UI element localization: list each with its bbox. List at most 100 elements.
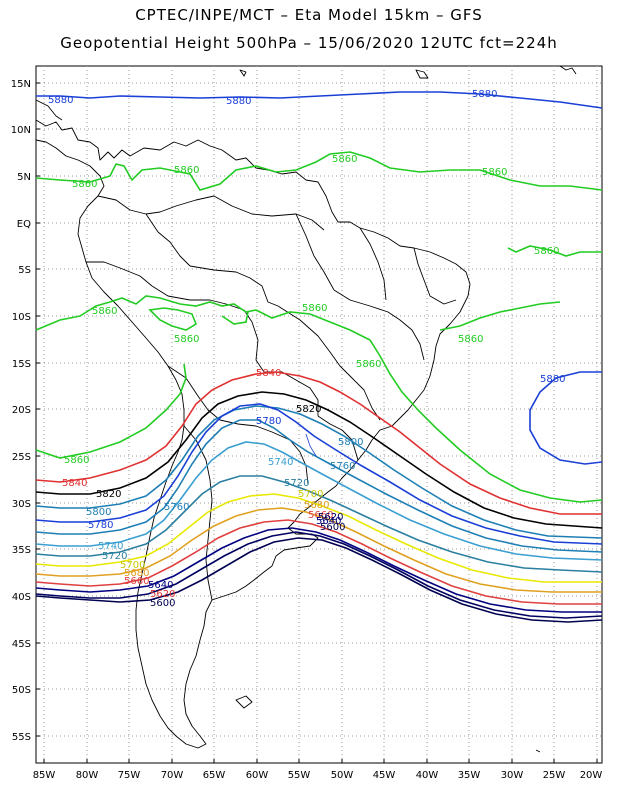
contour-label: 5860 xyxy=(64,455,89,466)
contour-label: 5620 xyxy=(150,589,175,600)
contour-label: 5660 xyxy=(124,576,149,587)
contour-5880-north xyxy=(36,91,603,109)
contour-label: 5860 xyxy=(174,334,199,345)
lat-label: 35S xyxy=(12,545,31,556)
map-subtitle: Geopotential Height 500hPa – 15/06/2020 … xyxy=(60,34,558,52)
contour-label: 5780 xyxy=(88,520,113,531)
contour-5860-main xyxy=(35,363,187,459)
lon-label: 25W xyxy=(543,770,566,781)
contour-5640 xyxy=(35,527,602,613)
contour-lines xyxy=(35,91,603,623)
lat-label: EQ xyxy=(17,219,31,230)
contour-label: 5880 xyxy=(540,374,565,385)
contour-5860-loop xyxy=(148,307,197,331)
contour-5860-east xyxy=(507,245,602,257)
contour-5860-north xyxy=(35,151,603,191)
contour-label: 5800 xyxy=(338,437,363,448)
contour-5600 xyxy=(35,537,603,623)
contour-label: 5860 xyxy=(72,179,97,190)
lon-label: 30W xyxy=(501,770,524,781)
lat-label: 40S xyxy=(12,592,31,603)
lat-label: 10N xyxy=(11,125,31,136)
contour-label: 5880 xyxy=(226,96,251,107)
contour-label-group: 5880 5880 5880 5860 5860 5860 5860 5860 … xyxy=(48,89,565,609)
lat-label: 45S xyxy=(12,639,31,650)
contour-5700 xyxy=(35,493,602,583)
contour-label: 5800 xyxy=(86,507,111,518)
contour-label: 5740 xyxy=(268,457,293,468)
contour-label: 5860 xyxy=(92,306,117,317)
contour-label: 5860 xyxy=(174,165,199,176)
lon-label: 55W xyxy=(288,770,311,781)
longitude-labels: 85W 80W 75W 70W 65W 60W 55W 50W 45W 40W … xyxy=(33,770,603,781)
lat-label: 55S xyxy=(12,732,31,743)
contour-label: 5720 xyxy=(284,478,309,489)
lat-label: 5S xyxy=(18,265,31,276)
lon-label: 80W xyxy=(76,770,99,781)
lon-label: 85W xyxy=(33,770,56,781)
contour-label: 5680 xyxy=(304,500,329,511)
lat-label: 50S xyxy=(12,685,31,696)
latitude-labels: 15N 10N 5N EQ 5S 10S 15S 20S 25S 30S 35S… xyxy=(11,79,31,743)
contour-label: 5860 xyxy=(458,334,483,345)
lon-label: 75W xyxy=(118,770,141,781)
contour-5860-south xyxy=(435,427,603,503)
contour-label: 5820 xyxy=(96,489,121,500)
contour-5720 xyxy=(35,475,603,573)
contour-label: 5640 xyxy=(316,516,341,527)
lon-label: 60W xyxy=(246,770,269,781)
map-frame xyxy=(35,65,603,764)
contour-5800 xyxy=(35,405,603,539)
contour-label: 5720 xyxy=(102,551,127,562)
contour-5880-east xyxy=(529,371,603,465)
lat-label: 15N xyxy=(11,79,31,90)
contour-label: 5600 xyxy=(320,522,345,533)
lat-label: 15S xyxy=(12,359,31,370)
contour-label: 5860 xyxy=(482,167,507,178)
lat-label: 30S xyxy=(12,499,31,510)
lon-label: 65W xyxy=(203,770,226,781)
contour-label: 5860 xyxy=(302,303,327,314)
contour-label: 5660 xyxy=(308,510,333,521)
contour-label: 5760 xyxy=(330,461,355,472)
contour-label: 5840 xyxy=(62,478,87,489)
contour-label: 5700 xyxy=(120,560,145,571)
contour-label: 5640 xyxy=(148,580,173,591)
contour-label: 5760 xyxy=(164,502,189,513)
lat-label: 10S xyxy=(12,312,31,323)
contour-5860-mid xyxy=(35,295,437,429)
lon-label: 40W xyxy=(416,770,439,781)
contour-5740 xyxy=(35,441,603,561)
lon-label: 45W xyxy=(373,770,396,781)
lat-label: 20S xyxy=(12,405,31,416)
contour-5760 xyxy=(35,419,603,553)
map-title: CPTEC/INPE/MCT – Eta Model 15km – GFS xyxy=(135,6,483,24)
contour-label: 5820 xyxy=(296,404,321,415)
contour-5780 xyxy=(35,403,603,545)
contour-label: 5600 xyxy=(150,598,175,609)
contour-label: 5880 xyxy=(472,89,497,100)
contour-label: 5860 xyxy=(356,359,381,370)
contour-5820 xyxy=(35,391,603,529)
lon-label: 20W xyxy=(580,770,603,781)
contour-label: 5780 xyxy=(256,416,281,427)
contour-label: 5860 xyxy=(332,154,357,165)
lon-label: 50W xyxy=(331,770,354,781)
lat-label: 5N xyxy=(17,172,31,183)
contour-label: 5680 xyxy=(124,568,149,579)
contour-5680 xyxy=(35,507,602,593)
contour-label: 5840 xyxy=(256,368,281,379)
contour-5860-east2 xyxy=(439,301,561,331)
contour-5840 xyxy=(35,371,602,515)
contour-5660 xyxy=(35,519,602,605)
tick-marks xyxy=(36,82,598,763)
contour-5620 xyxy=(35,531,603,619)
contour-label: 5880 xyxy=(48,95,73,106)
contour-label: 5620 xyxy=(318,512,343,523)
contour-label: 5740 xyxy=(98,541,123,552)
contour-label: 5860 xyxy=(534,246,559,257)
contour-label: 5700 xyxy=(298,489,323,500)
graticule xyxy=(36,66,602,763)
lat-label: 25S xyxy=(12,452,31,463)
